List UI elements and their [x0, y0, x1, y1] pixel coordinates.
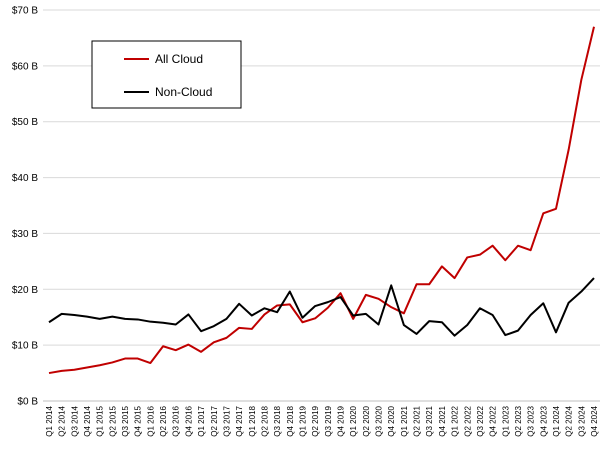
legend-label-all-cloud: All Cloud	[155, 52, 203, 66]
x-tick-label: Q4 2015	[134, 405, 143, 436]
x-tick-label: Q3 2014	[70, 405, 79, 436]
x-tick-label: Q4 2018	[286, 405, 295, 436]
x-tick-label: Q1 2018	[248, 405, 257, 436]
y-tick-label: $10 B	[12, 341, 38, 352]
x-tick-label: Q2 2014	[58, 405, 67, 436]
series-line-non-cloud	[48, 277, 595, 337]
x-tick-label: Q3 2024	[577, 405, 586, 436]
x-tick-label: Q4 2014	[83, 405, 92, 436]
x-tick-label: Q1 2023	[501, 405, 510, 436]
x-tick-label: Q3 2021	[425, 405, 434, 436]
x-tick-label: Q1 2022	[451, 405, 460, 436]
x-tick-label: Q4 2019	[337, 405, 346, 436]
y-tick-label: $60 B	[12, 61, 38, 72]
x-tick-label: Q3 2020	[375, 405, 384, 436]
x-tick-label: Q3 2016	[172, 405, 181, 436]
y-tick-label: $50 B	[12, 117, 38, 128]
x-tick-label: Q1 2014	[45, 405, 54, 436]
x-tick-label: Q1 2017	[197, 405, 206, 436]
x-tick-label: Q4 2016	[184, 405, 193, 436]
x-tick-label: Q1 2020	[349, 405, 358, 436]
y-tick-label: $0 B	[17, 397, 38, 408]
x-tick-label: Q2 2019	[311, 405, 320, 436]
x-tick-label: Q1 2024	[552, 405, 561, 436]
x-tick-label: Q1 2019	[298, 405, 307, 436]
x-tick-label: Q3 2018	[273, 405, 282, 436]
x-tick-label: Q2 2016	[159, 405, 168, 436]
legend: All Cloud Non-Cloud	[91, 40, 242, 109]
x-tick-label: Q3 2015	[121, 405, 130, 436]
x-tick-label: Q4 2021	[438, 405, 447, 436]
series-line-all-cloud	[48, 26, 595, 375]
x-axis-ticks: Q1 2014 Q2 2014 Q3 2014 Q4 2014 Q1 2015 Q2 20…	[45, 405, 599, 436]
x-tick-label: Q2 2023	[514, 405, 523, 436]
x-tick-label: Q2 2018	[260, 405, 269, 436]
x-tick-label: Q4 2017	[235, 405, 244, 436]
x-tick-label: Q4 2022	[489, 405, 498, 436]
x-tick-label: Q2 2024	[565, 405, 574, 436]
y-tick-label: $70 B	[12, 6, 38, 17]
y-tick-label: $20 B	[12, 285, 38, 296]
series-lines	[48, 26, 595, 375]
y-tick-label: $40 B	[12, 173, 38, 184]
x-tick-label: Q2 2022	[463, 405, 472, 436]
x-tick-label: Q2 2020	[362, 405, 371, 436]
x-tick-label: Q2 2017	[210, 405, 219, 436]
x-tick-label: Q3 2022	[476, 405, 485, 436]
x-tick-label: Q4 2023	[539, 405, 548, 436]
x-tick-label: Q3 2019	[324, 405, 333, 436]
y-tick-label: $30 B	[12, 229, 38, 240]
x-tick-label: Q1 2015	[96, 405, 105, 436]
legend-label-non-cloud: Non-Cloud	[155, 85, 212, 99]
x-tick-label: Q2 2015	[108, 405, 117, 436]
x-tick-label: Q1 2021	[400, 405, 409, 436]
x-tick-label: Q4 2020	[387, 405, 396, 436]
x-tick-label: Q1 2016	[146, 405, 155, 436]
y-axis-ticks: $0 B $10 B $20 B $30 B $40 B $50 B $60 B $70 B	[12, 6, 38, 408]
x-tick-label: Q4 2024	[590, 405, 599, 436]
x-tick-label: Q3 2023	[527, 405, 536, 436]
legend-box	[91, 40, 242, 109]
x-tick-label: Q3 2017	[222, 405, 231, 436]
x-tick-label: Q2 2021	[413, 405, 422, 436]
